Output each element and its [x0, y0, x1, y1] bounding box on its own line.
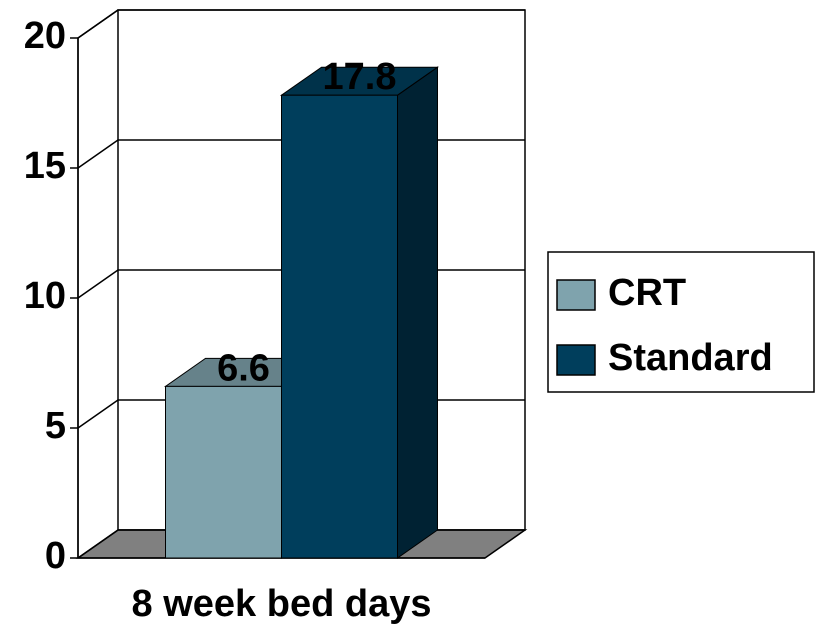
- y-tick-label: 10: [24, 275, 66, 317]
- y-tick-label: 20: [24, 15, 66, 57]
- y-tick-label: 15: [24, 145, 66, 187]
- data-label: 6.6: [217, 347, 270, 389]
- bar-side: [396, 66, 438, 559]
- bar: [279, 66, 440, 559]
- bar-front: [165, 385, 283, 559]
- x-tick-label: 8 week bed days: [132, 583, 432, 625]
- legend-label: Standard: [608, 337, 773, 379]
- legend-swatch: [556, 279, 596, 311]
- legend-label: CRT: [608, 272, 686, 314]
- data-label: 17.8: [323, 56, 397, 98]
- y-tick-label: 5: [45, 405, 66, 447]
- bar-front: [281, 94, 398, 559]
- legend-swatch: [556, 344, 596, 376]
- grid-line: [77, 9, 525, 39]
- y-tick-label: 0: [45, 535, 66, 577]
